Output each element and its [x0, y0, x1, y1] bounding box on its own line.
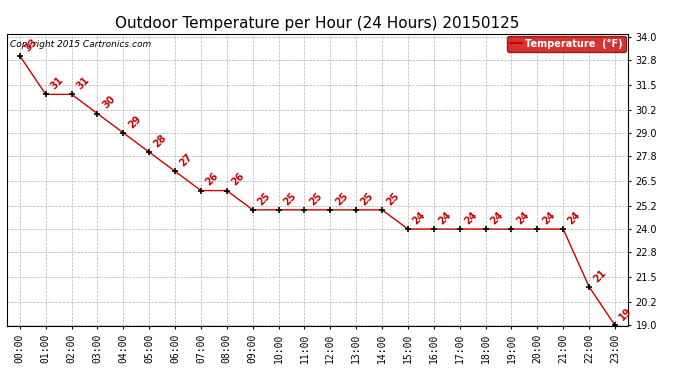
Text: 24: 24: [540, 210, 557, 226]
Title: Outdoor Temperature per Hour (24 Hours) 20150125: Outdoor Temperature per Hour (24 Hours) …: [115, 16, 520, 31]
Text: 27: 27: [178, 152, 195, 169]
Legend: Temperature  (°F): Temperature (°F): [507, 36, 626, 52]
Text: 33: 33: [23, 36, 39, 53]
Text: Copyright 2015 Cartronics.com: Copyright 2015 Cartronics.com: [10, 40, 151, 49]
Text: 29: 29: [126, 114, 143, 130]
Text: 21: 21: [592, 267, 609, 284]
Text: 25: 25: [333, 190, 350, 207]
Text: 24: 24: [566, 210, 582, 226]
Text: 24: 24: [462, 210, 479, 226]
Text: 25: 25: [307, 190, 324, 207]
Text: 25: 25: [359, 190, 375, 207]
Text: 25: 25: [255, 190, 272, 207]
Text: 25: 25: [385, 190, 402, 207]
Text: 19: 19: [618, 306, 634, 322]
Text: 30: 30: [100, 94, 117, 111]
Text: 28: 28: [152, 133, 168, 149]
Text: 31: 31: [75, 75, 91, 92]
Text: 24: 24: [514, 210, 531, 226]
Text: 24: 24: [489, 210, 505, 226]
Text: 26: 26: [204, 171, 220, 188]
Text: 24: 24: [411, 210, 427, 226]
Text: 26: 26: [230, 171, 246, 188]
Text: 25: 25: [282, 190, 298, 207]
Text: 31: 31: [48, 75, 65, 92]
Text: 24: 24: [437, 210, 453, 226]
